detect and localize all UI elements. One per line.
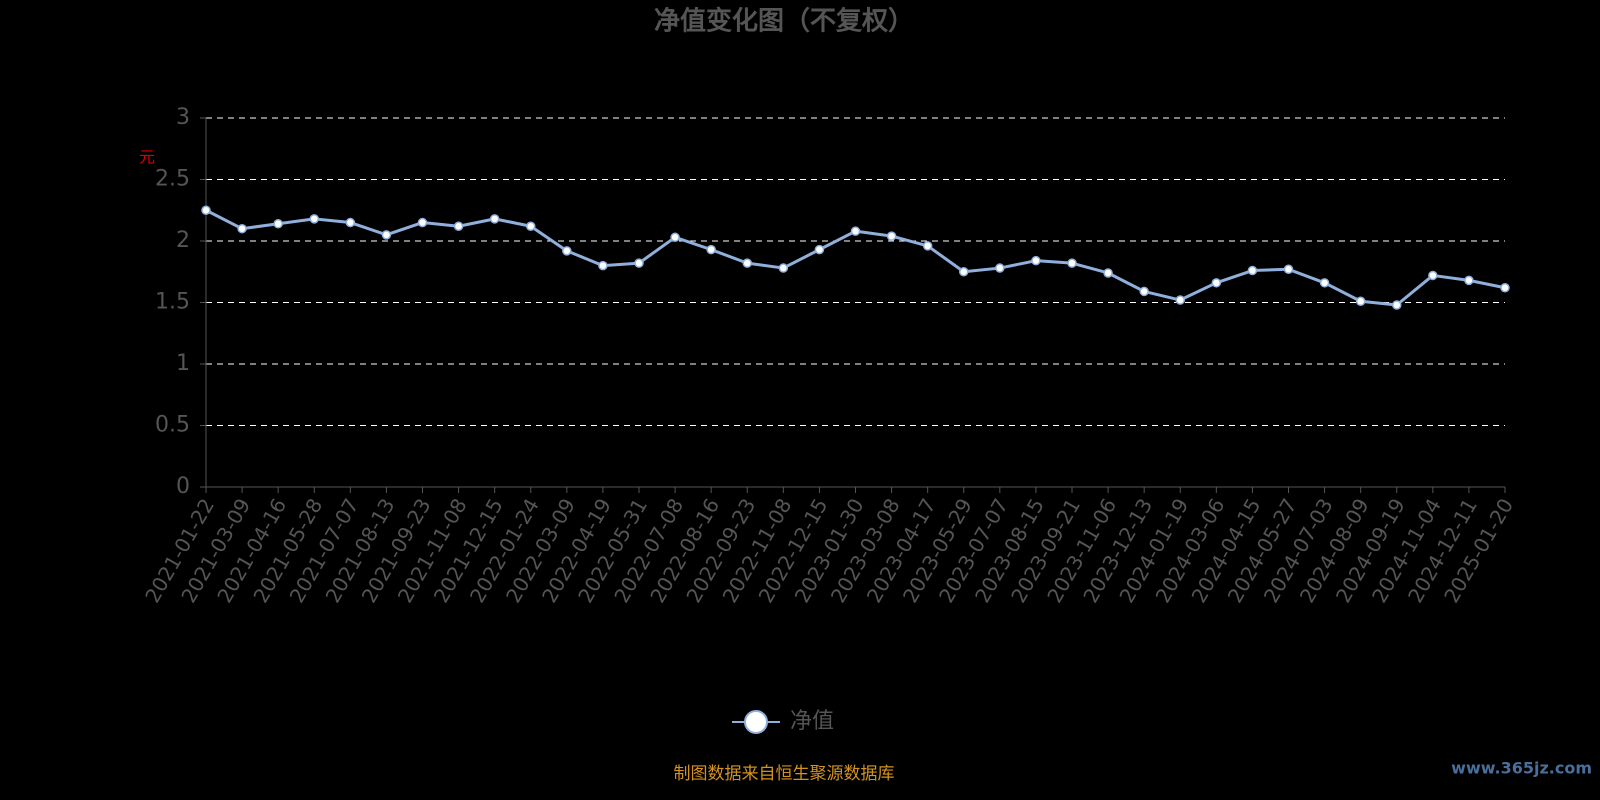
watermark: www.365jz.com — [1451, 759, 1592, 778]
point — [381, 230, 392, 240]
y-tick-label: 0.5 — [155, 413, 190, 438]
footer: 制图数据来自恒生聚源数据库 — [674, 764, 895, 784]
point — [886, 231, 897, 241]
point — [1500, 282, 1510, 293]
y-tick-label: 2.5 — [155, 167, 190, 192]
legend-label: 净值 — [790, 709, 834, 734]
y-tick-label: 1.5 — [155, 290, 190, 315]
point — [778, 263, 789, 273]
point — [526, 221, 536, 231]
point — [814, 244, 825, 255]
point — [1247, 265, 1258, 276]
point — [273, 219, 283, 229]
point — [1139, 286, 1149, 297]
point — [1392, 300, 1402, 310]
point — [634, 258, 644, 268]
point — [598, 260, 608, 271]
point — [1283, 264, 1294, 275]
point — [1428, 270, 1438, 281]
chart-title: 净值变化图（不复权） — [654, 6, 914, 37]
y-tick-label: 0 — [176, 474, 190, 499]
point — [562, 246, 572, 256]
point — [850, 226, 861, 236]
point — [1067, 258, 1077, 268]
point — [1319, 278, 1330, 288]
point — [1355, 296, 1366, 307]
point — [453, 221, 464, 231]
point — [237, 223, 247, 234]
point — [417, 217, 428, 228]
point — [309, 214, 319, 224]
point — [742, 258, 752, 268]
point — [922, 241, 933, 251]
point — [1031, 255, 1041, 266]
point — [201, 205, 211, 215]
y-tick-label: 2 — [176, 228, 190, 253]
point — [995, 263, 1005, 273]
point — [1464, 275, 1474, 286]
point — [1211, 278, 1222, 288]
point — [670, 232, 680, 243]
y-tick-label: 1 — [176, 351, 190, 376]
y-tick-label: 3 — [176, 105, 190, 130]
point — [345, 217, 356, 228]
point — [959, 267, 969, 277]
point — [1175, 295, 1185, 305]
point — [706, 244, 716, 255]
point — [489, 214, 500, 224]
point — [1103, 268, 1113, 278]
legend-marker — [744, 710, 768, 734]
y-axis-label: 元 — [139, 148, 155, 167]
